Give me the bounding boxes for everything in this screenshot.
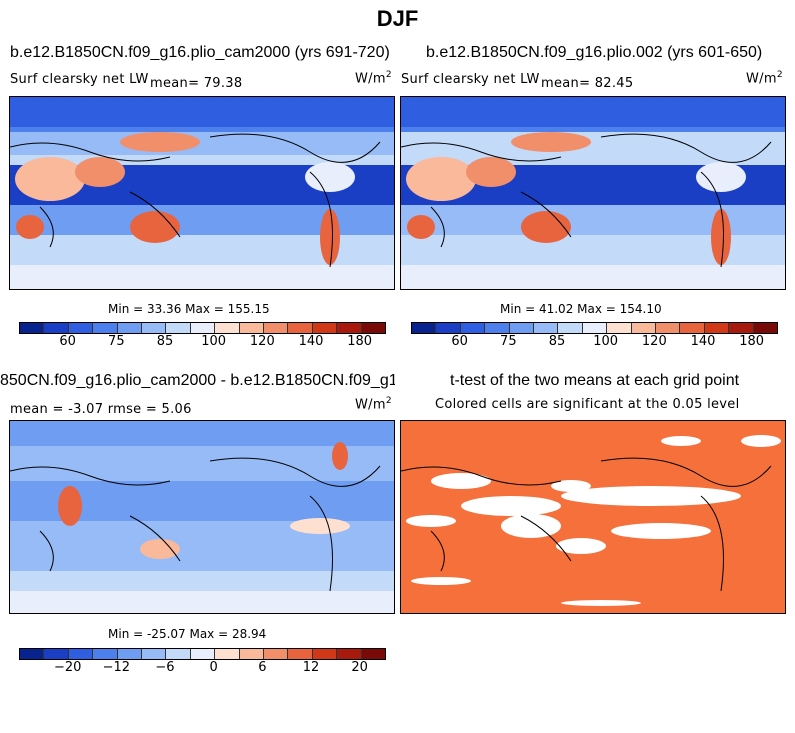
colorbar-cell: [215, 649, 240, 659]
colorbar-cell: [166, 323, 191, 333]
panel1-map: [9, 96, 395, 290]
panel3-minmax: Min = -25.07 Max = 28.94: [108, 627, 267, 641]
panel3-colorbar-ticks: −20 −12 −6 0 6 12 20: [19, 660, 384, 675]
colorbar-cell: [20, 649, 45, 659]
colorbar-tick-label: 100: [201, 334, 227, 349]
colorbar-tick-label: −20: [53, 660, 82, 675]
colorbar-cell: [68, 649, 94, 659]
colorbar-cell: [264, 323, 289, 333]
colorbar-tick-label: 120: [249, 334, 275, 349]
colorbar-cell: [361, 649, 386, 659]
colorbar-cell: [93, 649, 118, 659]
colorbar-cell: [534, 323, 559, 333]
panel2-map: [400, 96, 786, 290]
colorbar-cell: [607, 323, 632, 333]
colorbar-cell: [729, 323, 754, 333]
colorbar-tick-label: 180: [739, 334, 765, 349]
panel1-colorbar-ticks: 60 75 85 100 120 140 180: [19, 334, 384, 349]
colorbar-tick-label: 60: [59, 334, 76, 349]
colorbar-tick-label: 20: [351, 660, 368, 675]
colorbar-cell: [460, 323, 486, 333]
colorbar-cell: [142, 649, 167, 659]
panel4-subtitle: Colored cells are significant at the 0.0…: [435, 397, 740, 412]
colorbar-tick-label: 12: [302, 660, 320, 675]
panel4-title: t-test of the two means at each grid poi…: [450, 372, 740, 389]
panel3-colorbar: [19, 648, 386, 660]
colorbar-cell: [704, 323, 730, 333]
panel3-stats: mean = -3.07 rmse = 5.06: [10, 402, 192, 417]
panel4-map: [400, 420, 786, 614]
colorbar-cell: [361, 323, 386, 333]
panel1-title: b.e12.B1850CN.f09_g16.plio_cam2000 (yrs …: [10, 44, 390, 61]
panel2-variable: Surf clearsky net LW: [401, 72, 540, 87]
panel3-units: W/m2: [355, 396, 392, 413]
colorbar-tick-label: −6: [155, 660, 175, 675]
colorbar-tick-label: 75: [500, 334, 517, 349]
colorbar-tick-label: 75: [108, 334, 125, 349]
panel2-mean: mean= 82.45: [541, 76, 634, 91]
panel1-minmax: Min = 33.36 Max = 155.15: [108, 302, 270, 316]
colorbar-cell: [656, 323, 681, 333]
colorbar-tick-label: 180: [347, 334, 373, 349]
colorbar-cell: [44, 323, 69, 333]
colorbar-tick-label: 140: [298, 334, 324, 349]
colorbar-cell: [436, 323, 461, 333]
panel1-units: W/m2: [355, 70, 392, 87]
colorbar-cell: [239, 323, 265, 333]
panel1-variable: Surf clearsky net LW: [10, 72, 149, 87]
colorbar-cell: [337, 323, 362, 333]
colorbar-cell: [166, 649, 191, 659]
colorbar-cell: [680, 323, 705, 333]
colorbar-cell: [239, 649, 265, 659]
panel2-colorbar-ticks: 60 75 85 100 120 140 180: [411, 334, 776, 349]
colorbar-cell: [312, 323, 338, 333]
panel1-map-svg: [10, 97, 394, 289]
colorbar-cell: [20, 323, 45, 333]
colorbar-tick-label: 100: [593, 334, 619, 349]
colorbar-tick-label: −12: [102, 660, 131, 675]
colorbar-cell: [753, 323, 778, 333]
panel3-map-svg: [10, 421, 394, 613]
colorbar-cell: [142, 323, 167, 333]
colorbar-cell: [485, 323, 510, 333]
colorbar-tick-label: 85: [156, 334, 174, 349]
colorbar-cell: [264, 649, 289, 659]
colorbar-cell: [312, 649, 338, 659]
colorbar-cell: [509, 323, 535, 333]
colorbar-cell: [631, 323, 657, 333]
panel2-title: b.e12.B1850CN.f09_g16.plio.002 (yrs 601-…: [426, 44, 763, 61]
colorbar-cell: [190, 649, 216, 659]
season-title: DJF: [376, 6, 419, 31]
colorbar-tick-label: 0: [209, 660, 218, 675]
panel2-map-svg: [401, 97, 785, 289]
colorbar-cell: [44, 649, 69, 659]
panel1-colorbar: [19, 322, 386, 334]
colorbar-tick-label: 85: [548, 334, 566, 349]
colorbar-tick-label: 60: [451, 334, 468, 349]
panel2-colorbar: [411, 322, 778, 334]
colorbar-cell: [288, 323, 313, 333]
colorbar-cell: [558, 323, 583, 333]
panel2-minmax: Min = 41.02 Max = 154.10: [500, 302, 662, 316]
panel3-map: [9, 420, 395, 614]
colorbar-cell: [93, 323, 118, 333]
colorbar-cell: [337, 649, 362, 659]
colorbar-cell: [582, 323, 608, 333]
colorbar-tick-label: 120: [641, 334, 667, 349]
panel2-units: W/m2: [746, 70, 783, 87]
colorbar-cell: [412, 323, 437, 333]
colorbar-cell: [190, 323, 216, 333]
panel3-title: 850CN.f09_g16.plio_cam2000 - b.e12.B1850…: [0, 372, 395, 389]
colorbar-tick-label: 6: [258, 660, 267, 675]
panel4-map-svg: [401, 421, 785, 613]
colorbar-cell: [117, 649, 143, 659]
colorbar-cell: [68, 323, 94, 333]
colorbar-cell: [117, 323, 143, 333]
colorbar-cell: [288, 649, 313, 659]
colorbar-tick-label: 140: [690, 334, 716, 349]
colorbar-cell: [215, 323, 240, 333]
panel1-mean: mean= 79.38: [150, 76, 243, 91]
